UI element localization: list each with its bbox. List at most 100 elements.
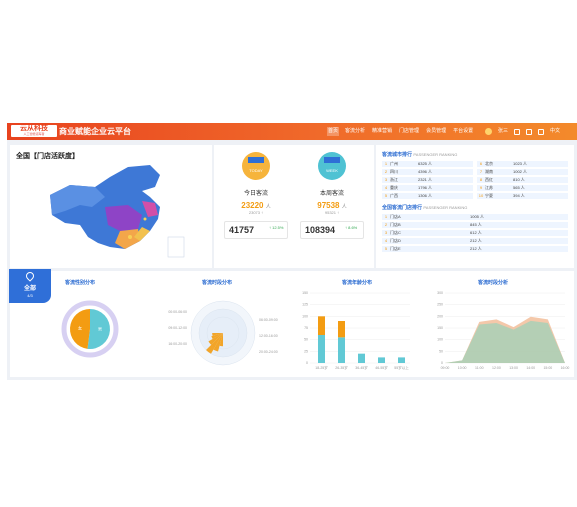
city-rank-row[interactable]: 9 江苏 565 人: [477, 185, 568, 191]
user-area: 张三 中文: [485, 127, 560, 136]
today-unit: 人: [265, 204, 271, 210]
top-bar: 云从科技 人工智能领军者 商业赋能企业云平台 首页 客流分析 精准营销 门店管理…: [7, 123, 577, 140]
time-tick: 100: [437, 338, 443, 342]
week-badge-icon: WEEK: [318, 152, 346, 180]
city-rank-c: 湖南: [485, 169, 493, 174]
today-badge-icon: TODAY: [242, 152, 270, 180]
kpi-week: WEEK 本周客流 97538 人 95321 ↑ 108394 ↑ 8.6%: [296, 151, 368, 239]
china-map[interactable]: [10, 145, 212, 268]
store-rank-n: 2: [384, 222, 388, 227]
week-unit: 人: [341, 204, 347, 210]
age-bar: [358, 353, 365, 363]
period-label: 06:00-09:00: [259, 318, 278, 322]
week-badge-text: WEEK: [326, 168, 338, 173]
company-logo[interactable]: 云从科技 人工智能领军者: [11, 125, 57, 137]
period-slice: [213, 333, 223, 352]
store-rank-row[interactable]: 5 门店E 212 人: [382, 246, 568, 252]
user-name[interactable]: 张三: [498, 128, 509, 134]
city-rank-c: 广西: [390, 193, 398, 198]
today-total-box: 41757 ↑ 12.5%: [224, 221, 288, 239]
city-rank-row[interactable]: 5 广西 1306 人: [382, 193, 473, 199]
time-xlabel: 14:00: [526, 366, 535, 370]
age-tick: 100: [302, 314, 308, 318]
city-rank-row[interactable]: 7 湖南 1002 人: [477, 169, 568, 175]
gender-slice: [69, 309, 90, 349]
app-frame: 云从科技 人工智能领军者 商业赋能企业云平台 首页 客流分析 精准营销 门店管理…: [7, 123, 577, 380]
city-rank-row[interactable]: 1 广州 6325 人: [382, 161, 473, 167]
city-rank-c: 北京: [485, 161, 493, 166]
city-rank-row[interactable]: 6 北京 1023 人: [477, 161, 568, 167]
nav-item-marketing[interactable]: 精准营销: [372, 128, 393, 134]
city-rank-n: 1: [384, 161, 388, 166]
week-sub: 95321 ↑: [324, 210, 340, 215]
nav-item-stores[interactable]: 门店管理: [399, 128, 420, 134]
city-rank-n: 4: [384, 185, 388, 190]
nav-item-members[interactable]: 会员管理: [426, 128, 447, 134]
age-bar: [318, 335, 325, 363]
region-filter[interactable]: 全部 4/3: [9, 269, 51, 303]
city-rank-n: 9: [479, 185, 483, 190]
store-rank-n: 4: [384, 238, 388, 243]
age-tick: 75: [304, 326, 308, 330]
nav-item-settings[interactable]: 平台设置: [453, 128, 474, 134]
week-title: 本周客流: [319, 191, 344, 197]
map-title: 全国【门店活跃度】: [16, 153, 79, 160]
week-value: 97538: [317, 201, 340, 210]
download-icon[interactable]: [538, 128, 545, 135]
today-sub: 23073 ↑: [248, 210, 264, 215]
period-slice: [208, 333, 223, 345]
age-xlabel: 55岁以上: [394, 365, 409, 370]
city-rank-row[interactable]: 2 四川 4396 人: [382, 169, 473, 175]
city-rank-n: 7: [479, 169, 483, 174]
logo-text: 云从科技: [20, 125, 48, 132]
city-rank-row[interactable]: 3 浙江 2321 人: [382, 177, 473, 183]
period-slice: [211, 333, 223, 339]
store-rank-row[interactable]: 2 门店B 845 人: [382, 222, 568, 228]
app-title: 商业赋能企业云平台: [59, 127, 131, 136]
age-tick: 0: [306, 361, 308, 365]
store-rank-list: 1 门店A 1005 人 2 门店B 845 人 3 门店C 612 人 4 门店D 212 人 5 门店…: [382, 214, 568, 252]
age-xlabel: 36-45岁: [355, 365, 368, 370]
city-rank-c: 浙江: [390, 177, 398, 182]
gender-slice-label: 男: [98, 327, 102, 332]
age-bar: [338, 337, 345, 363]
week-value-row: 97538 人: [296, 201, 368, 210]
city-rank-v: 1023 人: [513, 161, 528, 166]
city-rank-v: 2321 人: [418, 177, 433, 182]
store-rank-c: 门店B: [390, 222, 401, 227]
city-rank-row[interactable]: 4 重庆 1796 人: [382, 185, 473, 191]
city-rank-n: 5: [384, 193, 388, 198]
map-panel: 全国【门店活跃度】: [10, 145, 212, 268]
store-rank-row[interactable]: 4 门店D 212 人: [382, 238, 568, 244]
city-rank-row[interactable]: 10 宁夏 394 人: [477, 193, 568, 199]
notification-icon[interactable]: [526, 128, 533, 135]
period-label: 16:00-20:00: [168, 342, 187, 346]
city-rank-v: 565 人: [513, 185, 525, 190]
city-rank-title: 客流城市排行 PASSENGER RANKING: [382, 152, 458, 158]
avatar[interactable]: [485, 128, 492, 135]
week-total: 108394: [305, 225, 336, 235]
city-rank-c: 重庆: [390, 185, 398, 190]
nav-item-traffic[interactable]: 客流分析: [345, 128, 366, 134]
store-rank-row[interactable]: 3 门店C 612 人: [382, 230, 568, 236]
city-rank-v: 1796 人: [418, 185, 433, 190]
nav-item-home[interactable]: 首页: [327, 127, 340, 136]
period-label: 12:00-16:00: [259, 334, 278, 338]
period-label: 20:00-24:00: [259, 350, 278, 354]
store-rank-title: 全国客流门店排行 PASSENGER RANKING: [382, 205, 468, 211]
time-tick: 200: [437, 314, 443, 318]
logo-subtext: 人工智能领军者: [23, 132, 45, 136]
gender-outer-ring: [61, 300, 119, 358]
time-tick: 150: [437, 326, 443, 330]
age-tick: 125: [302, 303, 308, 307]
time-xlabel: 10:00: [458, 366, 467, 370]
store-rank-c: 门店C: [390, 230, 401, 235]
city-rank-v: 6325 人: [418, 161, 433, 166]
message-icon[interactable]: [514, 128, 521, 135]
language-selector[interactable]: 中文: [550, 128, 561, 134]
today-badge-text: TODAY: [249, 168, 263, 173]
store-rank-row[interactable]: 1 门店A 1005 人: [382, 214, 568, 220]
chart-title-gender: 客流性别分布: [65, 280, 96, 286]
store-rank-n: 1: [384, 214, 388, 219]
city-rank-row[interactable]: 8 西红 810 人: [477, 177, 568, 183]
